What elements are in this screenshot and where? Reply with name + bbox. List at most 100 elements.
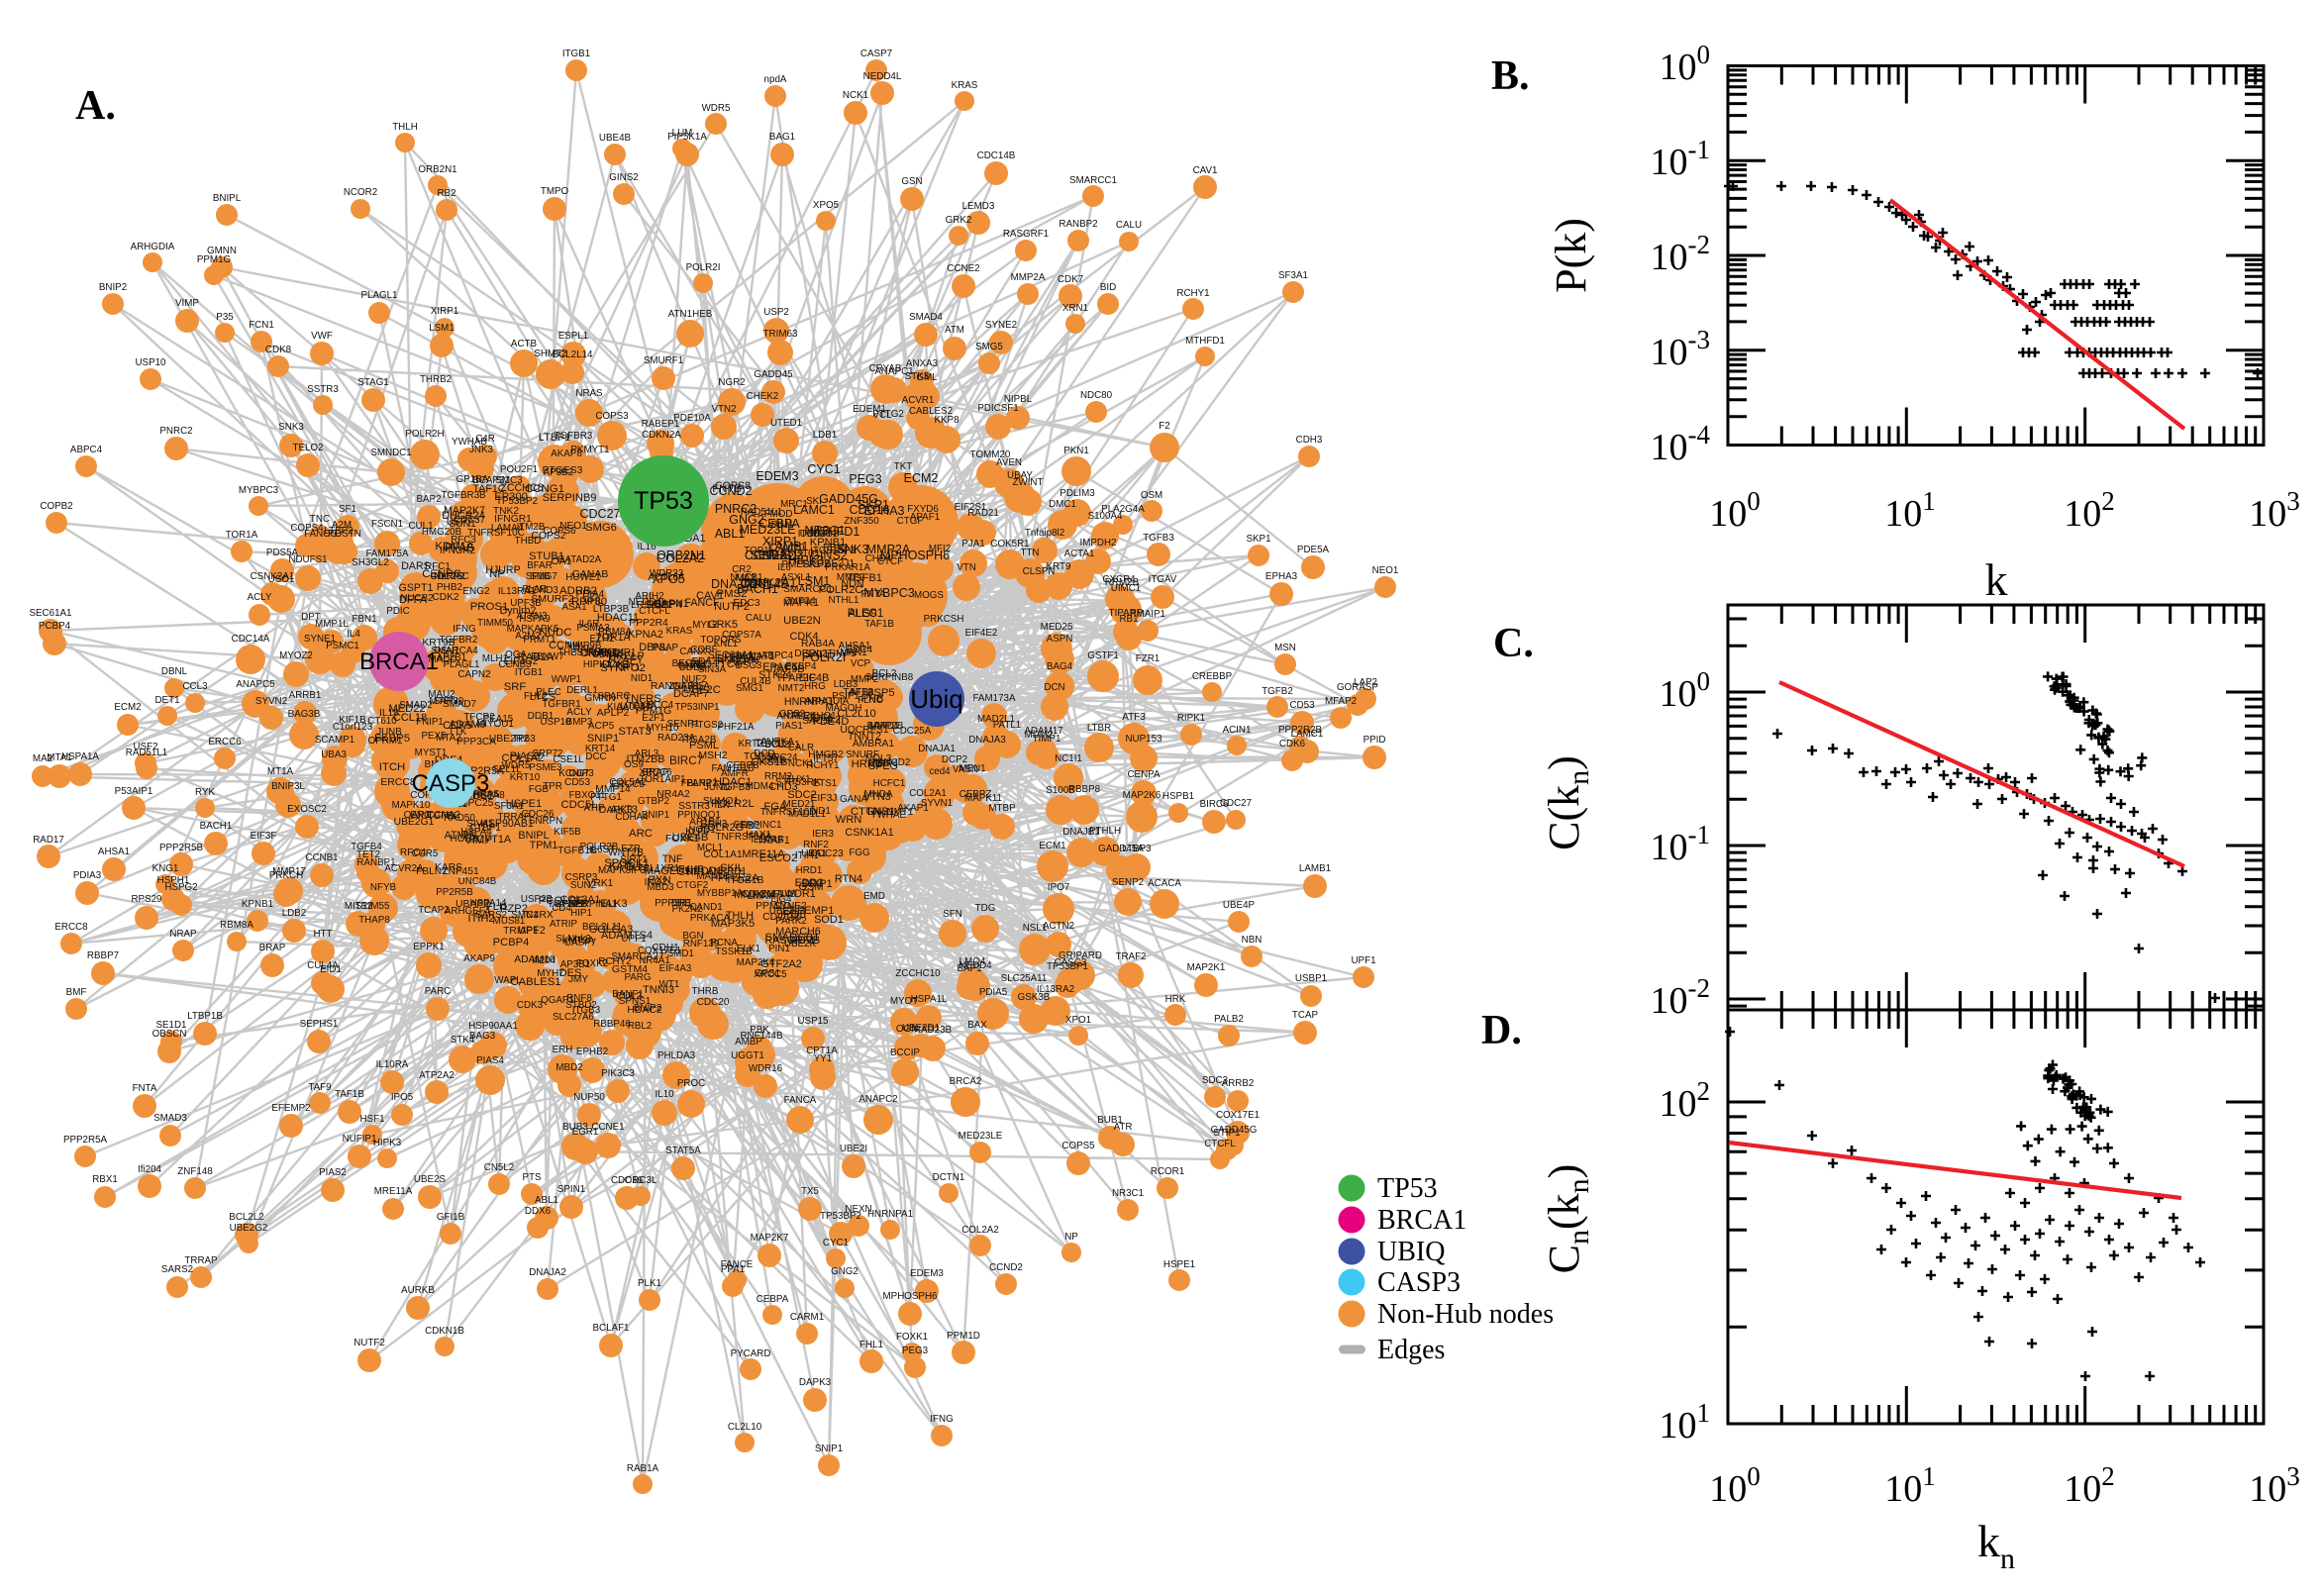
svg-text:Non-Hub nodes: Non-Hub nodes <box>1377 1299 1554 1330</box>
svg-text:CUL1: CUL1 <box>408 521 433 532</box>
svg-text:AHSA1: AHSA1 <box>98 847 130 857</box>
svg-text:ITIH2: ITIH2 <box>467 913 494 925</box>
svg-text:OS9: OS9 <box>624 759 644 770</box>
svg-text:SHMT2: SHMT2 <box>534 349 566 359</box>
svg-text:CXCR4: CXCR4 <box>1102 574 1136 585</box>
svg-text:PDICSF1: PDICSF1 <box>977 403 1018 414</box>
svg-text:Cn(kn): Cn(kn) <box>1540 1164 1595 1274</box>
svg-text:CCND2: CCND2 <box>989 1262 1023 1273</box>
svg-text:TNC: TNC <box>310 514 330 525</box>
svg-text:PPP2R5B: PPP2R5B <box>159 843 204 853</box>
svg-text:RBBP4: RBBP4 <box>647 599 682 611</box>
svg-text:SMG5: SMG5 <box>975 342 1003 352</box>
svg-text:YWHAB: YWHAB <box>452 437 487 448</box>
svg-text:FAM173A: FAM173A <box>972 693 1015 704</box>
svg-text:HSPG2: HSPG2 <box>164 882 197 893</box>
svg-text:COPS3: COPS3 <box>595 411 629 422</box>
svg-text:FBXO11: FBXO11 <box>569 790 606 801</box>
svg-text:KPNA2: KPNA2 <box>628 629 663 641</box>
svg-text:HSPH1: HSPH1 <box>157 875 190 886</box>
svg-text:ATXN3: ATXN3 <box>517 611 548 622</box>
svg-text:FSCN1: FSCN1 <box>371 519 403 530</box>
svg-text:SMC3: SMC3 <box>495 475 523 486</box>
svg-text:C(kn): C(kn) <box>1540 755 1595 850</box>
svg-text:PDIA4: PDIA4 <box>576 589 605 600</box>
svg-text:HDAC2: HDAC2 <box>627 1005 661 1016</box>
svg-text:C7orf20: C7orf20 <box>770 543 805 553</box>
svg-text:ITM2B: ITM2B <box>517 522 546 533</box>
svg-text:RNF2: RNF2 <box>803 840 829 850</box>
svg-text:PPP2R5A: PPP2R5A <box>63 1135 108 1146</box>
svg-text:MED25: MED25 <box>1041 622 1073 633</box>
svg-text:ARHGDIA: ARHGDIA <box>131 242 175 252</box>
svg-text:ECM2: ECM2 <box>904 471 939 485</box>
svg-text:Ubiq: Ubiq <box>910 684 962 714</box>
svg-text:SPNS1: SPNS1 <box>619 996 652 1007</box>
svg-text:MTBP: MTBP <box>988 803 1016 814</box>
svg-text:WDR5: WDR5 <box>702 103 731 114</box>
svg-text:SYNE1: SYNE1 <box>304 634 336 645</box>
svg-text:AVEN: AVEN <box>996 457 1022 468</box>
svg-text:SMAD3: SMAD3 <box>760 549 803 562</box>
svg-text:PKMYT1: PKMYT1 <box>570 445 609 455</box>
svg-text:MED23LE: MED23LE <box>740 523 796 537</box>
svg-text:TGFB2: TGFB2 <box>1262 686 1293 697</box>
svg-text:SENP1: SENP1 <box>666 719 699 730</box>
svg-text:ACTA1: ACTA1 <box>1064 549 1095 559</box>
svg-text:COL2A2: COL2A2 <box>961 1225 999 1236</box>
svg-text:ZWINT: ZWINT <box>1012 477 1043 488</box>
svg-text:RPP30: RPP30 <box>571 596 607 608</box>
svg-text:PROC: PROC <box>677 1078 705 1089</box>
svg-text:ASXL1: ASXL1 <box>781 572 812 583</box>
svg-text:POLR2G: POLR2G <box>700 822 744 834</box>
svg-text:BAG3: BAG3 <box>469 1031 496 1042</box>
svg-text:SF3A1: SF3A1 <box>1278 270 1308 281</box>
svg-text:ALG9: ALG9 <box>848 608 876 620</box>
svg-text:SMG6: SMG6 <box>585 522 617 534</box>
svg-text:ARRB2: ARRB2 <box>1222 1078 1255 1089</box>
svg-text:NDN: NDN <box>841 578 863 590</box>
svg-text:IFNGR1: IFNGR1 <box>494 514 532 525</box>
svg-text:TAF1A: TAF1A <box>843 687 874 698</box>
svg-text:ZNF148: ZNF148 <box>760 889 796 900</box>
svg-text:SOD1: SOD1 <box>814 914 844 926</box>
svg-text:CDK5: CDK5 <box>443 720 472 732</box>
svg-text:ANAPC4: ANAPC4 <box>776 711 816 722</box>
svg-text:ACIN1: ACIN1 <box>1223 725 1252 736</box>
svg-text:DARS: DARS <box>401 560 430 572</box>
svg-text:CARM1: CARM1 <box>790 1312 824 1323</box>
svg-text:RNF139: RNF139 <box>683 939 719 949</box>
svg-text:WDR16: WDR16 <box>749 1063 783 1074</box>
svg-text:SIVA1: SIVA1 <box>466 819 493 830</box>
svg-text:MDM2: MDM2 <box>1025 730 1054 741</box>
svg-text:HSPA8: HSPA8 <box>473 790 505 801</box>
svg-text:PDS5A: PDS5A <box>266 548 299 558</box>
svg-text:ACVR1: ACVR1 <box>902 395 935 406</box>
svg-text:PROS1: PROS1 <box>470 601 509 613</box>
svg-text:GNAI1: GNAI1 <box>677 660 707 671</box>
svg-text:GANA: GANA <box>840 794 867 805</box>
svg-text:AP3B1: AP3B1 <box>560 959 591 970</box>
svg-text:CDK2: CDK2 <box>432 592 459 603</box>
svg-text:ESCO2: ESCO2 <box>759 852 798 864</box>
svg-text:SFN: SFN <box>943 909 962 920</box>
svg-text:UPF1: UPF1 <box>621 934 646 945</box>
svg-text:PARG: PARG <box>624 972 651 983</box>
svg-text:HSP90AA1: HSP90AA1 <box>468 1021 518 1032</box>
svg-text:UBE2R2: UBE2R2 <box>489 734 530 745</box>
svg-text:POLR2C: POLR2C <box>819 584 863 596</box>
svg-text:PPP2R4: PPP2R4 <box>629 618 668 629</box>
svg-text:TAF1B: TAF1B <box>335 1089 364 1100</box>
svg-text:NLRP2: NLRP2 <box>434 571 465 582</box>
svg-text:LAP2: LAP2 <box>1354 677 1377 688</box>
svg-text:SEC61A1: SEC61A1 <box>29 608 71 619</box>
svg-text:COPS4: COPS4 <box>290 523 324 534</box>
svg-text:P53AIP1: P53AIP1 <box>115 786 153 797</box>
svg-text:IPO5: IPO5 <box>780 909 806 921</box>
svg-text:MMP1: MMP1 <box>734 889 765 901</box>
svg-text:H2AFY: H2AFY <box>608 654 644 666</box>
svg-text:TEX11: TEX11 <box>755 738 786 749</box>
svg-text:FHL2: FHL2 <box>524 691 548 702</box>
svg-text:HOP1: HOP1 <box>451 834 477 845</box>
svg-text:GSN: GSN <box>901 176 922 187</box>
